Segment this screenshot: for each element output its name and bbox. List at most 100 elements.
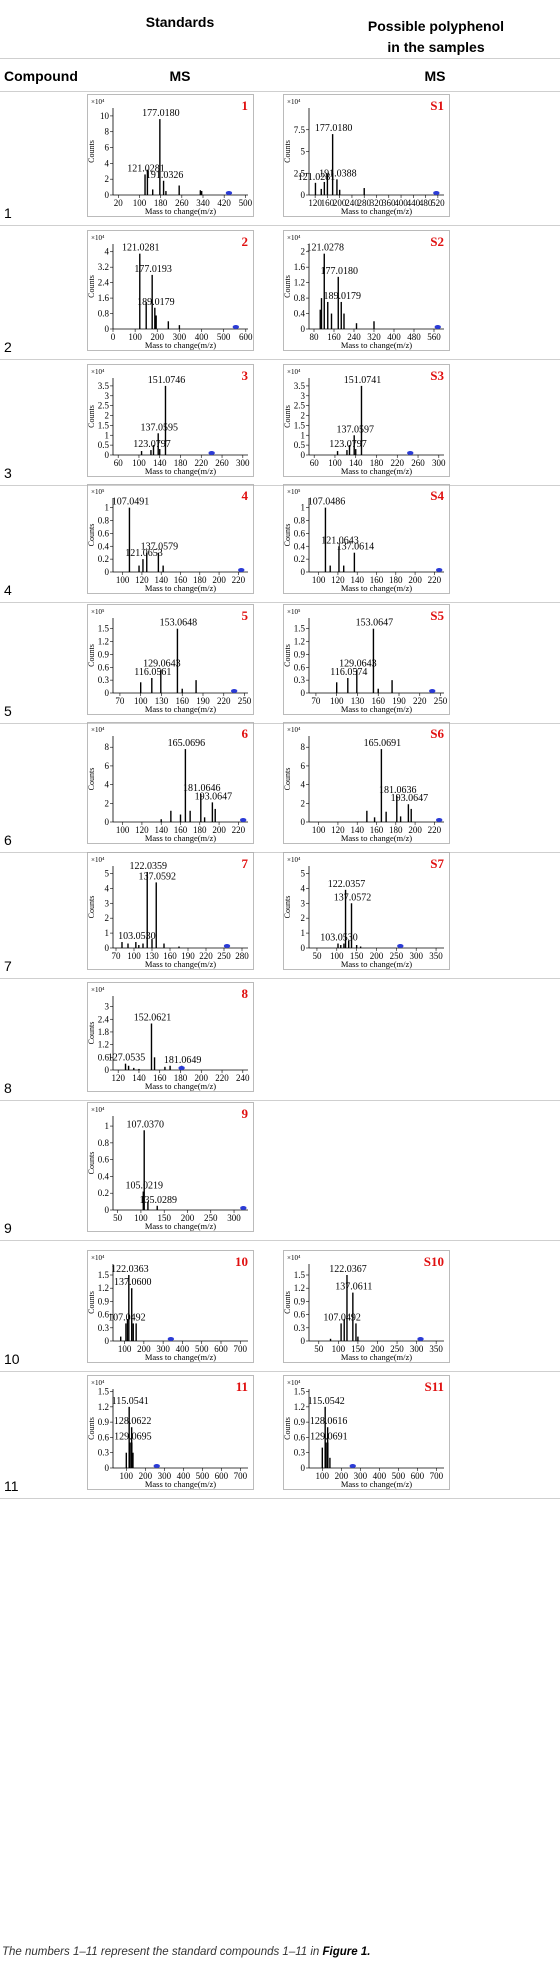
x-tick-label: 220 (232, 825, 246, 835)
y-tick-label: 1 (105, 1121, 110, 1131)
peak-label: 115.0541 (112, 1396, 149, 1407)
y-axis-label: Counts (283, 405, 292, 428)
y-tick-label: 0 (105, 1205, 110, 1215)
y-axis-label: Counts (283, 1291, 292, 1314)
peak-label: 129.0695 (114, 1432, 152, 1443)
x-tick-label: 100 (332, 1344, 346, 1354)
peak-label: 122.0363 (111, 1264, 149, 1275)
x-tick-label: 600 (214, 1344, 228, 1354)
y-tick-label: 2.5 (98, 401, 110, 411)
y-tick-label: 1 (105, 503, 110, 513)
x-tick-label: 100 (120, 1471, 134, 1481)
peak-label: 189.0179 (137, 297, 175, 308)
y-tick-label: 1.2 (98, 637, 109, 647)
y-tick-label: 2 (301, 247, 306, 257)
y-tick-label: 1.2 (294, 637, 305, 647)
peak-label: 121.0278 (307, 243, 345, 254)
x-tick-label: 160 (174, 575, 188, 585)
spectrum-chart-7: ×10⁴ Counts 0 1 2 3 4 5 70 100 130 160 190 220 250 280 M… (87, 852, 254, 970)
y-scale-factor: ×10⁴ (287, 726, 301, 734)
x-tick-label: 100 (118, 1344, 132, 1354)
y-tick-label: 0.4 (294, 309, 306, 319)
figure-link[interactable]: Figure 1. (322, 1946, 371, 1958)
precursor-marker (433, 191, 440, 195)
x-tick-label: 160 (327, 332, 341, 342)
row-separator (0, 1371, 560, 1372)
chart-frame (87, 852, 254, 970)
y-tick-label: 0 (301, 324, 306, 334)
y-tick-label: 1.2 (98, 1283, 109, 1293)
peak-label: 123.0797 (133, 439, 171, 450)
precursor-marker (435, 568, 443, 572)
x-tick-label: 340 (196, 198, 210, 208)
y-tick-label: 1 (301, 928, 306, 938)
y-tick-label: 0 (105, 324, 110, 334)
spectrum-chart-11: ×10⁴ Counts 0 0.3 0.6 0.9 1.2 1.5 100 200 300 400 50… (87, 1375, 254, 1490)
peak-label: 107.0491 (112, 497, 150, 508)
y-tick-label: 0.4 (98, 1171, 110, 1181)
x-tick-label: 200 (370, 951, 384, 961)
y-tick-label: 3.5 (294, 381, 306, 391)
x-tick-label: 160 (370, 825, 384, 835)
y-tick-label: 1 (301, 503, 306, 513)
x-axis-label: Mass to change(m/z) (341, 1352, 412, 1362)
y-scale-factor: ×10⁴ (287, 98, 301, 106)
x-axis-label: Mass to change(m/z) (145, 704, 216, 714)
x-tick-label: 250 (238, 696, 252, 706)
x-tick-label: 180 (174, 458, 188, 468)
x-tick-label: 120 (331, 825, 345, 835)
x-tick-label: 600 (239, 332, 253, 342)
x-tick-label: 360 (382, 198, 396, 208)
x-tick-label: 180 (389, 825, 403, 835)
chart-frame (283, 852, 450, 970)
x-tick-label: 480 (419, 198, 433, 208)
spectrum-chart-S11: ×10⁴ Counts 0 0.3 0.6 0.9 1.2 1.5 100 200 300 400 50… (283, 1375, 450, 1490)
y-tick-label: 3 (105, 1002, 110, 1012)
compound-id-label: 4 (242, 488, 249, 503)
y-tick-label: 0.6 (294, 528, 306, 538)
y-tick-label: 3 (301, 391, 306, 401)
y-tick-label: 0.2 (294, 554, 305, 564)
y-scale-factor: ×10⁴ (91, 98, 105, 106)
peak-label: 153.0648 (160, 618, 198, 629)
ms-header-samples: MS (424, 68, 446, 84)
x-tick-label: 220 (195, 458, 209, 468)
row-label-11: 11 (4, 1478, 19, 1494)
chart-frame (87, 230, 254, 351)
peak-label: 165.0691 (364, 738, 402, 749)
precursor-marker (349, 1464, 356, 1468)
y-tick-label: 5 (105, 868, 110, 878)
x-tick-label: 70 (311, 696, 321, 706)
y-axis-label: Counts (87, 1417, 96, 1440)
y-axis-label: Counts (283, 275, 292, 298)
chart-frame (87, 484, 254, 594)
x-tick-label: 180 (193, 575, 207, 585)
x-axis-label: Mass to change(m/z) (145, 1352, 216, 1362)
y-tick-label: 0 (105, 567, 110, 577)
y-tick-label: 2 (105, 174, 110, 184)
y-tick-label: 6 (301, 761, 306, 771)
y-tick-label: 0.8 (98, 309, 110, 319)
compound-id-label: S11 (424, 1379, 444, 1394)
x-tick-label: 100 (133, 198, 147, 208)
x-tick-label: 100 (312, 825, 326, 835)
y-tick-label: 0 (105, 817, 110, 827)
compound-id-label: S6 (430, 726, 444, 741)
spectrum-chart-4: ×10⁵ Counts 0 0.2 0.4 0.6 0.8 1 100 120 140 160 180 2… (87, 484, 254, 594)
y-axis-label: Counts (283, 644, 292, 667)
x-tick-label: 300 (227, 1213, 241, 1223)
x-tick-label: 220 (232, 575, 246, 585)
compound-id-label: 6 (242, 726, 249, 741)
x-axis-label: Mass to change(m/z) (341, 583, 412, 593)
y-axis-label: Counts (283, 1417, 292, 1440)
x-tick-label: 200 (371, 1344, 385, 1354)
y-tick-label: 3 (105, 898, 110, 908)
compound-id-label: S4 (430, 488, 444, 503)
compound-id-label: 7 (242, 856, 249, 871)
compound-id-label: S2 (430, 234, 444, 249)
y-axis-label: Counts (87, 1291, 96, 1314)
precursor-marker (417, 1337, 424, 1341)
peak-label: 137.0579 (141, 542, 179, 553)
x-tick-label: 400 (195, 332, 209, 342)
peak-label: 129.0643 (143, 658, 181, 669)
